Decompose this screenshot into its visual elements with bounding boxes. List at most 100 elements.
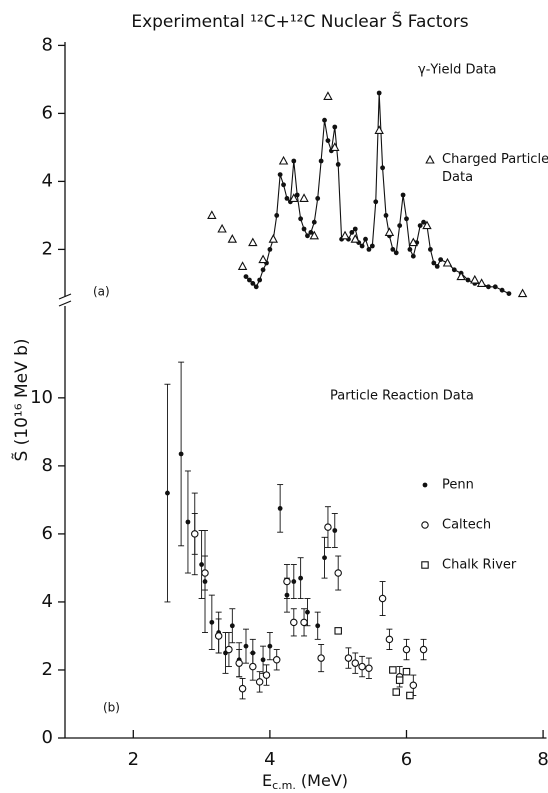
data-point	[383, 213, 389, 218]
data-point	[229, 623, 235, 629]
data-point	[410, 253, 416, 259]
data-point	[248, 237, 258, 247]
data-point	[323, 91, 333, 100]
data-point	[315, 196, 321, 201]
data-point	[191, 530, 199, 538]
data-point	[277, 172, 283, 178]
data-point	[344, 654, 353, 662]
data-point	[400, 192, 406, 198]
data-point	[392, 688, 400, 696]
data-point	[385, 635, 394, 644]
data-point	[378, 594, 387, 603]
data-point	[258, 254, 268, 264]
data-point	[395, 676, 404, 684]
data-point	[317, 654, 325, 662]
x-tick-label: 8	[537, 749, 548, 770]
y-axis-label: S̃ (10¹⁶ MeV b)	[11, 338, 32, 461]
data-point	[290, 618, 298, 627]
data-point	[199, 562, 204, 567]
y-tick-label: 8	[42, 34, 53, 55]
panel-label: (a)	[93, 285, 110, 299]
data-point	[389, 666, 397, 674]
data-point	[419, 645, 428, 654]
y-tick-label: 6	[42, 523, 53, 544]
data-point	[309, 230, 320, 240]
x-tick-label: 2	[128, 749, 139, 770]
data-point	[238, 684, 247, 693]
data-point	[249, 662, 257, 671]
y-tick-label: 0	[42, 727, 53, 748]
x-label-main: E	[262, 771, 272, 790]
x-label-suffix: (MeV)	[296, 771, 348, 790]
data-point	[384, 227, 395, 236]
chart-title: Experimental ¹²C+¹²C Nuclear S̃ Factors	[131, 11, 468, 32]
data-point	[376, 90, 382, 96]
data-point	[456, 271, 466, 281]
legend-label: Caltech	[442, 518, 491, 533]
data-point	[451, 267, 457, 273]
data-point	[301, 226, 307, 232]
data-point	[284, 196, 290, 201]
data-point	[334, 627, 342, 635]
data-point	[260, 267, 266, 273]
data-point	[298, 575, 304, 581]
data-point	[380, 165, 385, 171]
data-point	[227, 234, 238, 243]
data-point	[257, 277, 263, 283]
data-point	[407, 247, 413, 252]
y-tick-label: 6	[42, 102, 53, 123]
data-point	[322, 117, 327, 123]
data-point	[178, 451, 184, 457]
data-point	[324, 523, 332, 531]
data-point	[332, 124, 338, 130]
data-point	[209, 619, 215, 625]
series-line	[245, 92, 510, 295]
data-point	[277, 505, 283, 511]
annotation: Particle Reaction Data	[330, 389, 474, 404]
data-point	[260, 657, 266, 663]
data-point	[499, 287, 505, 293]
data-point	[366, 247, 372, 252]
data-point	[237, 261, 248, 270]
data-point	[393, 250, 399, 256]
data-point	[299, 193, 309, 202]
data-point	[267, 643, 273, 649]
data-point	[442, 257, 453, 267]
axis-break	[58, 300, 72, 307]
data-point	[305, 609, 310, 615]
data-point	[247, 277, 252, 283]
data-point	[352, 226, 358, 232]
data-point	[417, 223, 423, 229]
data-point	[217, 223, 227, 233]
data-point	[330, 142, 340, 151]
x-axis-label: Ec.m. (MeV)	[262, 771, 348, 793]
data-point	[506, 291, 512, 296]
data-point	[253, 284, 259, 290]
data-point	[351, 659, 360, 667]
data-point	[235, 659, 243, 667]
data-point	[322, 555, 327, 561]
data-point	[243, 274, 249, 279]
data-point	[374, 125, 384, 134]
data-point	[332, 528, 338, 533]
data-point	[408, 237, 419, 247]
legend-marker	[421, 561, 429, 569]
data-point	[250, 281, 256, 286]
y-tick-label: 8	[42, 455, 53, 476]
data-point	[268, 234, 279, 243]
data-point	[409, 681, 418, 690]
data-point	[201, 569, 209, 577]
data-point	[373, 199, 379, 205]
data-point	[421, 219, 426, 225]
data-point	[390, 247, 396, 252]
data-point	[278, 155, 289, 165]
data-point	[262, 671, 271, 679]
data-point	[438, 257, 444, 262]
legend-marker	[421, 521, 429, 529]
data-point	[315, 623, 321, 629]
data-point	[255, 678, 264, 686]
legend-label: Charged Particle Data	[442, 152, 548, 185]
data-point	[298, 216, 304, 222]
data-point	[486, 284, 491, 290]
